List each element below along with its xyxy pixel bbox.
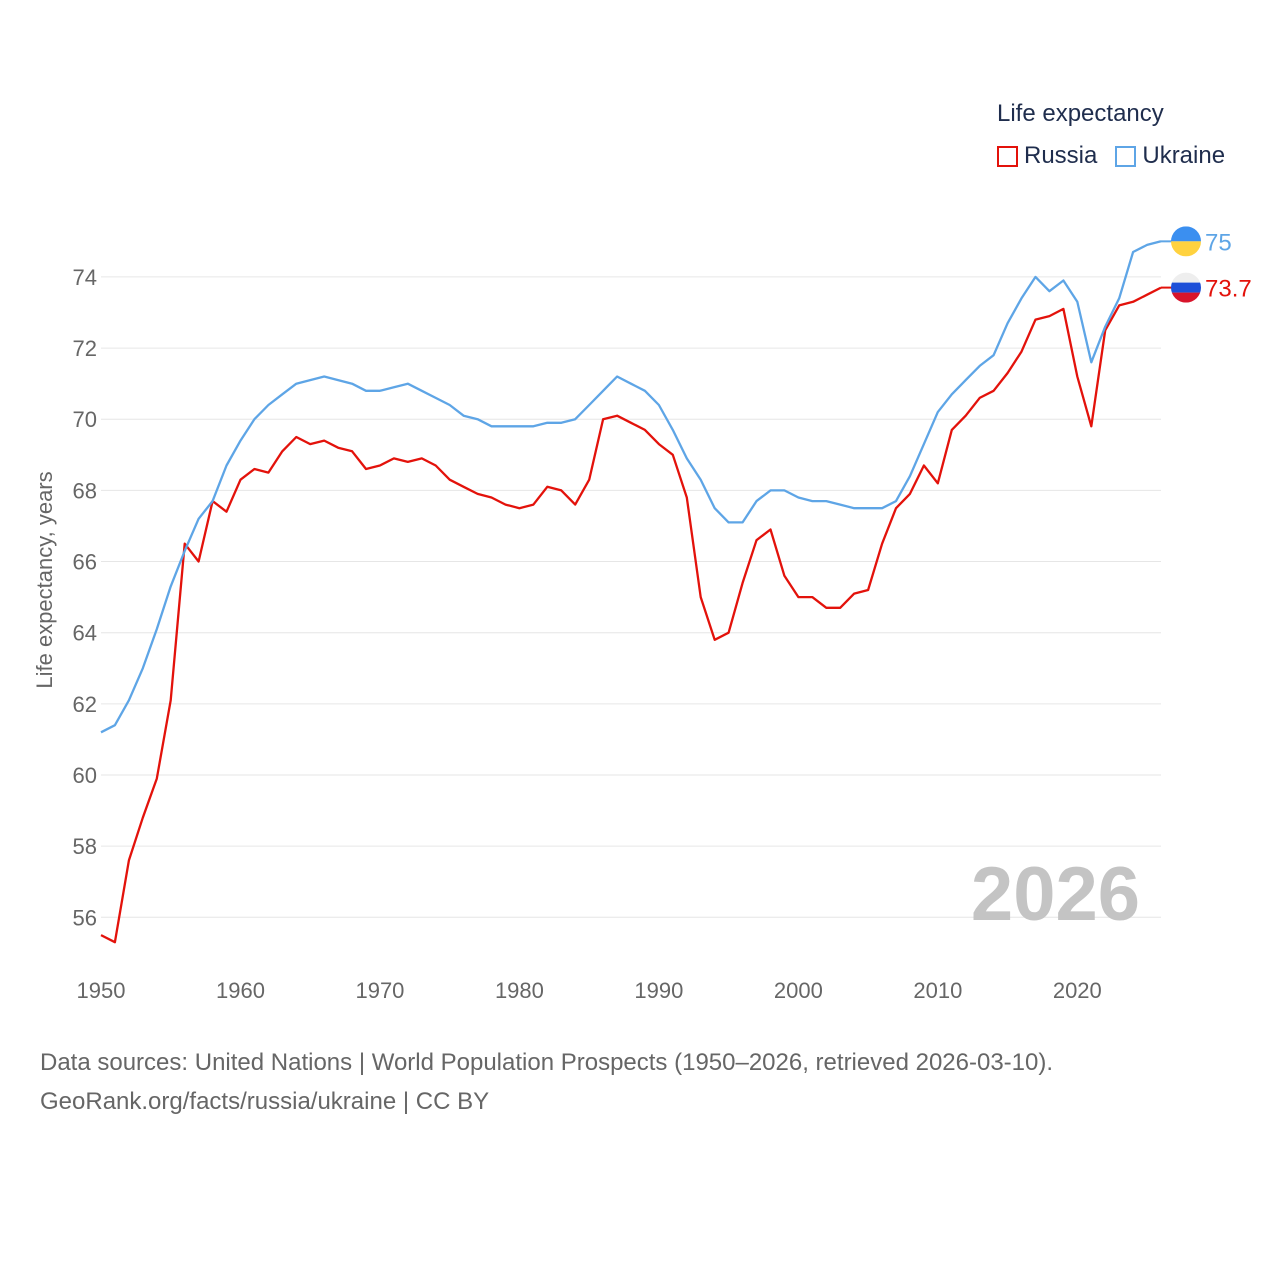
y-tick-label: 72 (73, 336, 97, 361)
source-note: Data sources: United Nations | World Pop… (40, 1043, 1053, 1121)
y-tick-label: 66 (73, 550, 97, 575)
legend-title: Life expectancy (997, 100, 1164, 127)
x-tick-label: 1970 (355, 978, 404, 1003)
end-value-label-ukraine: 75 (1205, 229, 1232, 256)
x-tick-label: 1950 (77, 978, 126, 1003)
y-tick-label: 68 (73, 478, 97, 503)
x-axis-ticks: 1950 1960 1970 1980 1990 2000 2010 2020 (77, 978, 1102, 1003)
legend-item-ukraine[interactable]: Ukraine (1115, 142, 1225, 170)
series-line-russia (100, 286, 1162, 944)
legend-swatch-ukraine (1115, 145, 1137, 167)
end-value-label-russia: 73.7 (1205, 276, 1252, 303)
y-axis-label: Life expectancy, years (32, 471, 57, 688)
legend: Russia Ukraine (997, 142, 1243, 170)
x-tick-label: 1960 (216, 978, 265, 1003)
legend-label-ukraine: Ukraine (1142, 142, 1226, 169)
y-tick-label: 62 (73, 692, 97, 717)
series-line-ukraine (100, 240, 1162, 734)
x-tick-label: 1980 (495, 978, 544, 1003)
y-tick-label: 58 (73, 834, 97, 859)
gridlines (101, 276, 1161, 918)
legend-swatch-russia (997, 145, 1018, 167)
current-year-label: 2026 (971, 852, 1140, 937)
x-tick-label: 2020 (1053, 978, 1102, 1003)
series-end-markers: 73.7 75 (1161, 226, 1252, 303)
flag-icon-russia (1171, 272, 1201, 303)
flag-icon-ukraine (1171, 226, 1201, 257)
y-tick-label: 74 (73, 265, 97, 290)
y-tick-label: 60 (73, 763, 97, 788)
legend-item-russia[interactable]: Russia (997, 142, 1097, 170)
y-tick-label: 70 (73, 407, 97, 432)
series-lines (100, 240, 1162, 944)
legend-label-russia: Russia (1024, 142, 1098, 169)
y-axis-ticks: 56 58 60 62 64 66 68 70 72 74 (73, 265, 97, 930)
source-line-1: Data sources: United Nations | World Pop… (40, 1049, 1054, 1076)
x-tick-label: 1990 (634, 978, 683, 1003)
y-tick-label: 64 (73, 621, 97, 646)
x-tick-label: 2010 (913, 978, 962, 1003)
x-tick-label: 2000 (774, 978, 823, 1003)
source-line-2[interactable]: GeoRank.org/facts/russia/ukraine | CC BY (40, 1088, 490, 1115)
y-tick-label: 56 (73, 905, 97, 930)
